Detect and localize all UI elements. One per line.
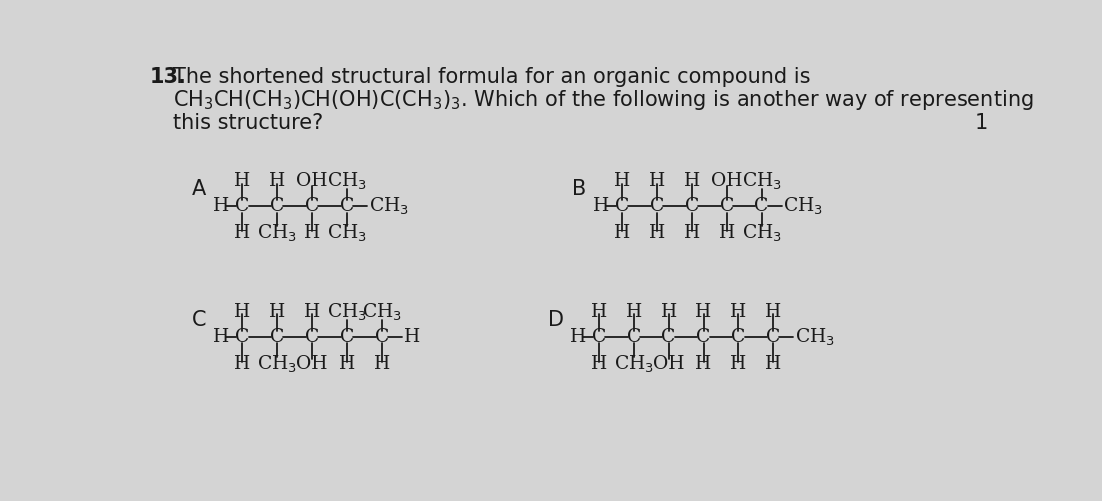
Text: CH$_3$: CH$_3$ [257,354,298,375]
Text: C: C [375,328,389,346]
Text: H: H [591,303,607,321]
Text: H: H [660,303,677,321]
Text: B: B [572,179,586,199]
Text: C: C [339,197,354,215]
Text: H: H [695,303,712,321]
Text: A: A [192,179,206,199]
Text: H: H [765,303,781,321]
Text: H: H [649,224,666,242]
Text: C: C [684,197,699,215]
Text: CH$_3$: CH$_3$ [361,301,402,323]
Text: OH: OH [711,172,743,190]
Text: C: C [696,328,711,346]
Text: C: C [661,328,676,346]
Text: 1: 1 [975,113,988,133]
Text: C: C [755,197,769,215]
Text: H: H [570,328,586,346]
Text: C: C [720,197,734,215]
Text: C: C [270,328,284,346]
Text: C: C [305,328,320,346]
Text: H: H [235,355,250,373]
Text: H: H [235,303,250,321]
Text: H: H [214,328,229,346]
Text: CH$_3$: CH$_3$ [327,170,367,192]
Text: H: H [695,355,712,373]
Text: CH$_3$: CH$_3$ [742,170,781,192]
Text: H: H [593,197,609,215]
Text: C: C [235,328,249,346]
Text: OH: OH [296,355,328,373]
Text: H: H [649,172,666,190]
Text: CH$_3$: CH$_3$ [795,327,835,348]
Text: 13.: 13. [150,67,186,87]
Text: H: H [765,355,781,373]
Text: CH$_3$: CH$_3$ [327,223,367,244]
Text: H: H [304,224,321,242]
Text: C: C [270,197,284,215]
Text: C: C [732,328,746,346]
Text: H: H [731,355,746,373]
Text: this structure?: this structure? [173,113,324,133]
Text: H: H [731,303,746,321]
Text: H: H [269,303,285,321]
Text: CH$_3$: CH$_3$ [257,223,298,244]
Text: H: H [235,224,250,242]
Text: C: C [305,197,320,215]
Text: H: H [339,355,355,373]
Text: H: H [683,172,700,190]
Text: C: C [650,197,665,215]
Text: H: H [591,355,607,373]
Text: H: H [214,197,229,215]
Text: H: H [403,328,420,346]
Text: H: H [269,172,285,190]
Text: OH: OH [296,172,328,190]
Text: H: H [614,224,630,242]
Text: C: C [339,328,354,346]
Text: CH$_3$: CH$_3$ [784,196,823,217]
Text: The shortened structural formula for an organic compound is: The shortened structural formula for an … [173,67,811,87]
Text: C: C [192,311,206,330]
Text: CH$_3$: CH$_3$ [614,354,653,375]
Text: D: D [549,311,564,330]
Text: H: H [614,172,630,190]
Text: CH$_3$: CH$_3$ [369,196,409,217]
Text: H: H [374,355,390,373]
Text: C: C [592,328,606,346]
Text: CH$_3$CH(CH$_3$)CH(OH)C(CH$_3$)$_3$. Which of the following is another way of re: CH$_3$CH(CH$_3$)CH(OH)C(CH$_3$)$_3$. Whi… [173,88,1034,112]
Text: H: H [626,303,641,321]
Text: CH$_3$: CH$_3$ [742,223,781,244]
Text: H: H [235,172,250,190]
Text: C: C [235,197,249,215]
Text: C: C [766,328,780,346]
Text: H: H [719,224,735,242]
Text: H: H [304,303,321,321]
Text: C: C [627,328,641,346]
Text: CH$_3$: CH$_3$ [327,301,367,323]
Text: C: C [615,197,629,215]
Text: H: H [683,224,700,242]
Text: OH: OH [652,355,684,373]
